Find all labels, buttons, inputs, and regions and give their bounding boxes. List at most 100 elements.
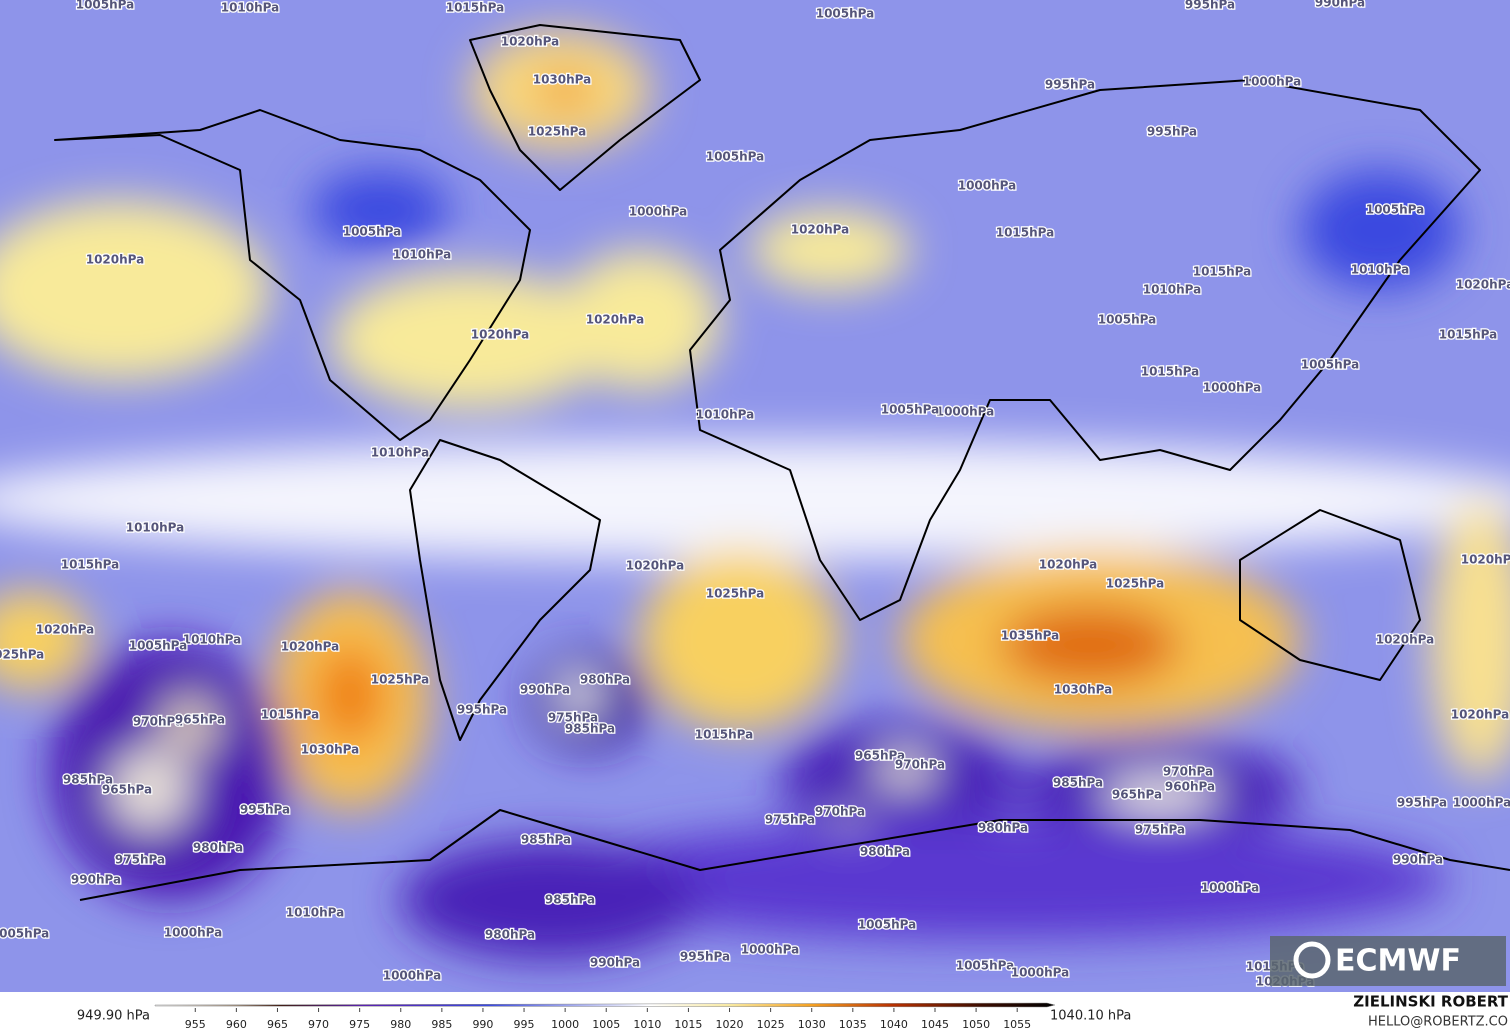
footer xyxy=(0,992,1510,1035)
contour-label: 995hPa xyxy=(1045,78,1095,92)
contour-label: 1030hPa xyxy=(301,743,360,757)
colorbar-min: 949.90 hPa xyxy=(77,1009,150,1024)
contour-label: 1020hPa xyxy=(1451,708,1510,722)
contour-label: 1020hPa xyxy=(501,35,560,49)
colorbar-tick-label: 990 xyxy=(472,1018,493,1031)
pressure-area xyxy=(400,840,700,960)
colorbar-tick-label: 995 xyxy=(514,1018,535,1031)
contour-label: 1020hPa xyxy=(1039,558,1098,572)
contour-label: 1025hPa xyxy=(1106,577,1165,591)
pressure-area xyxy=(0,200,270,380)
coastline xyxy=(469,24,701,191)
contour-label: 1010hPa xyxy=(393,248,452,262)
contour-label: 980hPa xyxy=(193,841,243,855)
contour-label: 1020hPa xyxy=(1456,278,1510,292)
contour-label: 1000hPa xyxy=(164,926,223,940)
contour-label: 975hPa xyxy=(115,853,165,867)
colorbar-tick-label: 1050 xyxy=(962,1018,990,1031)
contour-label: 990hPa xyxy=(71,873,121,887)
contour-label: 995hPa xyxy=(1185,0,1235,12)
contour-label: 1005hPa xyxy=(1301,358,1360,372)
pressure-area xyxy=(1430,500,1510,780)
contour-label: 990hPa xyxy=(1315,0,1365,10)
email: HELLO@ROBERTZ.CO xyxy=(1368,1015,1508,1030)
colorbar-tick-label: 1005 xyxy=(592,1018,620,1031)
contour-label: 970hPa xyxy=(895,758,945,772)
contour-label: 975hPa xyxy=(1135,823,1185,837)
colorbar: 955 960 965 970 975 980 985 990 995 1000 1005 1010 1… xyxy=(154,1002,1056,1031)
contour-label: 1020hPa xyxy=(36,623,95,637)
contour-label: 990hPa xyxy=(1393,853,1443,867)
contour-label: 1000hPa xyxy=(1243,75,1302,89)
contour-label: 1005hPa xyxy=(76,0,135,12)
contour-label: 985hPa xyxy=(63,773,113,787)
contour-label: 975hPa xyxy=(548,711,598,725)
contour-label: 995hPa xyxy=(457,703,507,717)
contour-label: 1015hPa xyxy=(61,558,120,572)
contour-label: 985hPa xyxy=(521,833,571,847)
contour-label: 990hPa xyxy=(520,683,570,697)
contour-label: 1010hPa xyxy=(286,906,345,920)
colorbar-tick-label: 1055 xyxy=(1003,1018,1031,1031)
pressure-area xyxy=(1300,170,1460,290)
contour-label: 1005hPa xyxy=(816,7,875,21)
contour-label: 1020hPa xyxy=(1376,633,1435,647)
coastline xyxy=(54,109,531,441)
contour-label: 1000hPa xyxy=(1201,881,1260,895)
logo-box: ECMWF xyxy=(1270,936,1506,986)
pressure-area xyxy=(750,210,910,290)
coastlines xyxy=(54,24,1510,901)
pressure-field xyxy=(0,30,1510,960)
contour-label: 1010hPa xyxy=(1351,263,1410,277)
contour-label: 970hPa xyxy=(1163,765,1213,779)
contour-label: 1020hPa xyxy=(586,313,645,327)
colorbar-tick-label: 1010 xyxy=(633,1018,661,1031)
contour-label: 1000hPa xyxy=(629,205,688,219)
contour-label: 1000hPa xyxy=(1453,796,1510,810)
colorbar-tick-label: 965 xyxy=(267,1018,288,1031)
colorbar-tick-label: 1015 xyxy=(674,1018,702,1031)
colorbar-tick-label: 1030 xyxy=(798,1018,826,1031)
contour-label: 1000hPa xyxy=(383,969,442,983)
pressure-area xyxy=(0,590,90,690)
contour-label: 1020hPa xyxy=(626,559,685,573)
contour-label: 1010hPa xyxy=(183,633,242,647)
contour-label: 960hPa xyxy=(1165,780,1215,794)
pressure-area xyxy=(310,170,450,250)
contour-label: 980hPa xyxy=(978,821,1028,835)
contour-label: 1015hPa xyxy=(1193,265,1252,279)
contour-label: 1000hPa xyxy=(936,405,995,419)
contour-label: 985hPa xyxy=(1053,776,1103,790)
contour-label: 1010hPa xyxy=(221,1,280,15)
contour-label: 1020hPa xyxy=(791,223,850,237)
contour-label: 1020hPa xyxy=(471,328,530,342)
contour-label: 1005hPa xyxy=(956,959,1015,973)
contour-label: 970hPa xyxy=(133,715,183,729)
pressure-area xyxy=(560,250,720,390)
contour-label: 1010hPa xyxy=(696,408,755,422)
contour-labels: 1005hPa 1010hPa 1015hPa1020hPa1030hPa1025h… xyxy=(0,0,1510,990)
author: ZIELINSKI ROBERT xyxy=(1353,993,1508,1011)
contour-label: 1000hPa xyxy=(1203,381,1262,395)
contour-label: 1015hPa xyxy=(996,226,1055,240)
contour-label: 985hPa xyxy=(545,893,595,907)
contour-label: 1025hPa xyxy=(371,673,430,687)
contour-label: 1005hPa xyxy=(706,150,765,164)
contour-label: 1005hPa xyxy=(0,927,49,941)
pressure-area xyxy=(550,820,1450,940)
colorbar-tick-label: 985 xyxy=(431,1018,452,1031)
colorbar-tick-label: 980 xyxy=(390,1018,411,1031)
pressure-area xyxy=(535,72,595,112)
coastline xyxy=(689,79,1481,621)
pressure-area xyxy=(160,695,220,755)
colorbar-tick-label: 1040 xyxy=(880,1018,908,1031)
contour-label: 1005hPa xyxy=(129,639,188,653)
contour-label: 1005hPa xyxy=(881,403,940,417)
contour-label: 1010hPa xyxy=(371,446,430,460)
logo-text: ECMWF xyxy=(1335,944,1461,979)
logo-icon xyxy=(1293,941,1331,979)
contour-label: 990hPa xyxy=(590,956,640,970)
contour-label: 1035hPa xyxy=(1001,629,1060,643)
colorbar-max: 1040.10 hPa xyxy=(1050,1009,1131,1024)
